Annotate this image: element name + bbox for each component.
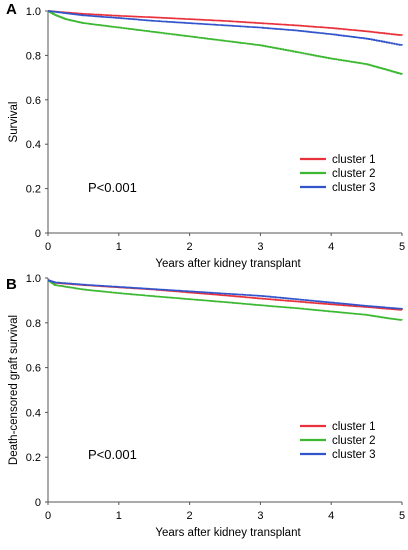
y-tick-label: 0 (35, 228, 41, 240)
legend-label: cluster 3 (332, 449, 375, 461)
series-line-cluster-1 (48, 10, 403, 36)
chart-panel-b: B 0 0.2 0.4 0.6 0.8 1.0 0 1 2 3 4 5 Years after kidne… (6, 273, 405, 539)
y-tick-label: 0.8 (26, 50, 41, 62)
y-axis-title: Survival (8, 102, 20, 143)
y-axis-title: Death-censored graft survival (8, 315, 20, 465)
legend-label: cluster 1 (332, 421, 375, 433)
series-line-cluster-3 (47, 279, 403, 310)
y-tick-label: 0.2 (26, 452, 41, 464)
series-line-cluster-3 (48, 10, 403, 46)
x-tick-label: 0 (45, 510, 51, 522)
y-tick-label: 1.0 (26, 273, 41, 285)
x-tick-label: 4 (328, 241, 334, 253)
x-tick-label: 5 (399, 241, 405, 253)
x-axis-title: Years after kidney transplant (155, 258, 301, 270)
x-tick-label: 2 (187, 241, 193, 253)
y-tick-label: 0 (35, 497, 41, 509)
series-line-cluster-2 (47, 10, 403, 75)
y-tick-label: 0.4 (26, 139, 41, 151)
x-tick-label: 3 (257, 510, 263, 522)
legend-label: cluster 3 (332, 182, 375, 194)
series-line-cluster-1 (47, 279, 403, 311)
y-tick-label: 0.4 (26, 407, 41, 419)
y-tick-label: 0.6 (26, 95, 41, 107)
p-value-annotation: P<0.001 (88, 180, 137, 195)
y-tick-label: 0.6 (26, 363, 41, 375)
x-tick-label: 2 (187, 510, 193, 522)
p-value-annotation: P<0.001 (88, 447, 137, 462)
y-tick-label: 0.8 (26, 318, 41, 330)
x-tick-label: 4 (328, 510, 334, 522)
series-line-cluster-2 (47, 279, 403, 321)
x-tick-label: 1 (116, 510, 122, 522)
x-axis-title: Years after kidney transplant (155, 527, 301, 539)
y-tick-label: 0.2 (26, 184, 41, 196)
y-tick-label: 1.0 (26, 6, 41, 18)
x-tick-label: 0 (45, 241, 51, 253)
panel-label: A (6, 1, 17, 18)
chart-panel-a: A 0 0.2 0.4 0.6 0.8 1.0 0 1 2 3 4 5 Years after kidne… (6, 1, 405, 270)
legend-label: cluster 2 (332, 435, 375, 447)
x-tick-label: 3 (257, 241, 263, 253)
legend-label: cluster 2 (332, 168, 375, 180)
x-tick-label: 1 (116, 241, 122, 253)
panel-label: B (6, 276, 17, 293)
x-tick-label: 5 (399, 510, 405, 522)
legend-label: cluster 1 (332, 154, 375, 166)
